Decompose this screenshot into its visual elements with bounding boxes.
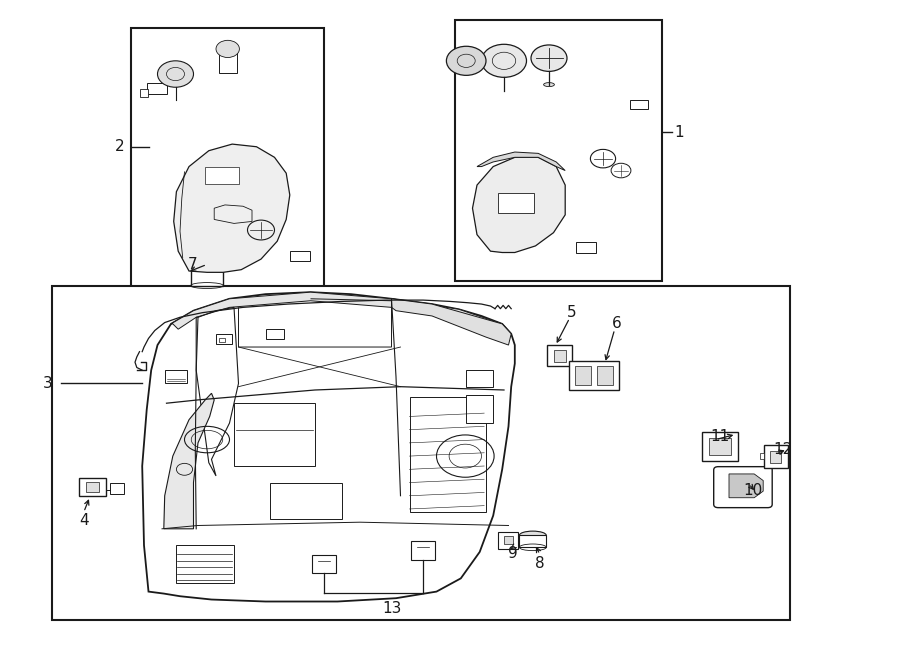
- Bar: [205, 167, 239, 184]
- Bar: [630, 100, 648, 109]
- Bar: [86, 482, 99, 492]
- Bar: [290, 251, 310, 261]
- Bar: [764, 445, 788, 468]
- Bar: [709, 438, 731, 455]
- Bar: [130, 28, 324, 290]
- Bar: [466, 395, 493, 423]
- Text: 10: 10: [743, 483, 763, 498]
- Text: 13: 13: [382, 601, 401, 615]
- Text: 9: 9: [508, 547, 518, 561]
- Text: 6: 6: [612, 317, 621, 331]
- Bar: [547, 345, 572, 366]
- Bar: [498, 193, 534, 213]
- Bar: [52, 286, 790, 620]
- Circle shape: [531, 45, 567, 71]
- Bar: [575, 366, 591, 385]
- Bar: [234, 403, 315, 466]
- Bar: [410, 397, 486, 512]
- Bar: [270, 483, 342, 519]
- Bar: [147, 83, 166, 94]
- Bar: [266, 329, 284, 339]
- Bar: [219, 48, 237, 73]
- Bar: [191, 259, 223, 286]
- Bar: [312, 555, 336, 573]
- Polygon shape: [729, 474, 763, 498]
- Bar: [219, 338, 225, 342]
- Polygon shape: [164, 393, 214, 529]
- Bar: [216, 334, 232, 344]
- Bar: [504, 536, 513, 544]
- Text: 1: 1: [675, 125, 684, 139]
- Bar: [760, 453, 764, 459]
- Bar: [597, 366, 613, 385]
- Bar: [498, 532, 518, 549]
- Ellipse shape: [544, 83, 554, 87]
- Bar: [554, 350, 566, 362]
- Circle shape: [482, 44, 526, 77]
- Ellipse shape: [191, 254, 223, 264]
- Text: 8: 8: [536, 556, 544, 570]
- Bar: [79, 478, 106, 496]
- Bar: [576, 242, 596, 253]
- Text: 4: 4: [79, 513, 88, 527]
- Bar: [176, 545, 234, 583]
- Text: 3: 3: [43, 376, 52, 391]
- Text: 12: 12: [773, 442, 793, 457]
- Bar: [411, 541, 435, 560]
- Text: 5: 5: [567, 305, 576, 320]
- Polygon shape: [171, 292, 511, 336]
- Bar: [110, 483, 124, 494]
- FancyBboxPatch shape: [714, 467, 772, 508]
- Circle shape: [158, 61, 194, 87]
- Polygon shape: [472, 157, 565, 253]
- Bar: [702, 432, 738, 461]
- Circle shape: [216, 40, 239, 58]
- Bar: [519, 535, 546, 547]
- Polygon shape: [174, 144, 290, 272]
- Polygon shape: [477, 152, 565, 171]
- Bar: [770, 451, 781, 463]
- Text: 11: 11: [710, 429, 730, 444]
- Circle shape: [446, 46, 486, 75]
- Text: 2: 2: [115, 139, 124, 154]
- Bar: [140, 89, 148, 97]
- Bar: [569, 361, 619, 390]
- Bar: [165, 370, 187, 383]
- Bar: [466, 370, 493, 387]
- Text: 7: 7: [188, 257, 197, 272]
- Bar: [454, 20, 662, 281]
- Polygon shape: [392, 299, 511, 345]
- Ellipse shape: [519, 531, 546, 539]
